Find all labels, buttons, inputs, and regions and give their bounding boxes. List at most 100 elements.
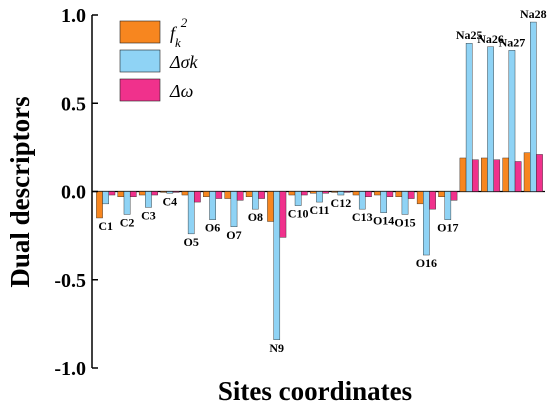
bar-dw-na25 — [472, 159, 479, 192]
site-label-o15: O15 — [394, 215, 415, 229]
bar-dw-c1 — [108, 191, 116, 196]
legend-label-fk2: fk2 — [170, 15, 188, 50]
bar-dw-o8 — [258, 191, 265, 199]
site-label-o17: O17 — [437, 221, 458, 235]
bar-dw-o5 — [194, 191, 201, 203]
bar-dw-c13 — [365, 191, 372, 198]
bar-fk2-o7 — [224, 191, 232, 199]
bar-dw-na27 — [514, 161, 522, 192]
bar-fk2-na26 — [481, 157, 488, 192]
y-tick-label: 0.0 — [61, 182, 86, 204]
bar-dsk-c10 — [294, 191, 302, 206]
y-tick-label: 1.0 — [61, 5, 86, 27]
site-label-o16: O16 — [416, 256, 437, 270]
legend-swatch-dw — [119, 78, 161, 102]
bar-dsk-c12 — [337, 191, 345, 196]
bar-dsk-n9 — [273, 191, 281, 340]
legend-swatch-fk2 — [119, 20, 161, 44]
bar-fk2-o8 — [245, 191, 253, 198]
legend-swatch-dsk — [119, 49, 161, 73]
bar-fk2-c3 — [138, 191, 146, 196]
bar-dw-o17 — [450, 191, 458, 201]
bar-fk2-c1 — [96, 191, 103, 219]
bar-dsk-o16 — [423, 191, 430, 256]
bar-dw-c3 — [151, 191, 158, 196]
bar-fk2-na28 — [523, 152, 531, 192]
site-label-c4: C4 — [162, 194, 177, 208]
bar-dsk-o14 — [380, 191, 387, 213]
site-label-c2: C2 — [120, 215, 135, 229]
bar-dsk-o7 — [230, 191, 238, 227]
bar-dsk-c1 — [102, 191, 109, 205]
bar-dw-o15 — [407, 191, 415, 199]
bar-dsk-c4 — [166, 191, 174, 194]
site-label-na26: Na26 — [477, 32, 504, 46]
site-label-o6: O6 — [205, 221, 220, 235]
bar-dsk-c3 — [145, 191, 152, 208]
bar-dsk-c11 — [316, 191, 323, 203]
bar-dsk-o15 — [401, 191, 409, 215]
y-tick-label: 0.5 — [61, 93, 86, 115]
site-label-o8: O8 — [248, 210, 263, 224]
bar-dw-o16 — [429, 191, 436, 210]
y-tick-label: -1.0 — [54, 358, 86, 380]
site-label-c13: C13 — [352, 210, 373, 224]
bar-fk2-c2 — [117, 191, 125, 198]
site-label-o7: O7 — [226, 228, 241, 242]
bar-dw-c12 — [343, 191, 351, 193]
bar-dw-o6 — [215, 191, 223, 199]
bar-dsk-na27 — [508, 50, 516, 192]
bar-fk2-o16 — [416, 191, 424, 205]
bar-fk2-o15 — [395, 191, 403, 198]
bar-fk2-c12 — [331, 191, 338, 193]
bar-dw-na28 — [536, 154, 543, 192]
bar-dw-o14 — [386, 191, 394, 198]
y-tick-label: -0.5 — [54, 270, 86, 292]
site-label-na25: Na25 — [456, 28, 483, 42]
bar-fk2-o5 — [181, 191, 189, 196]
site-label-n9: N9 — [269, 341, 284, 355]
bar-fk2-c13 — [352, 191, 360, 196]
site-label-c10: C10 — [288, 207, 309, 221]
bar-dsk-o5 — [187, 191, 195, 235]
bar-fk2-o6 — [203, 191, 210, 198]
bar-fk2-c4 — [160, 191, 167, 193]
site-label-c1: C1 — [98, 219, 113, 233]
legend-label-dw: Δω — [169, 81, 193, 101]
bar-fk2-na27 — [502, 157, 510, 192]
bar-fk2-c10 — [288, 191, 296, 196]
bar-dsk-o6 — [209, 191, 216, 220]
bar-dsk-na25 — [465, 43, 473, 192]
bar-dsk-na28 — [530, 21, 537, 192]
y-axis-title: Dual descriptors — [5, 96, 35, 287]
bar-fk2-c11 — [310, 191, 317, 194]
bar-dsk-c13 — [358, 191, 366, 210]
site-label-c3: C3 — [141, 208, 156, 222]
legend: fk2 Δσk Δω — [119, 15, 198, 102]
bar-dsk-c2 — [123, 191, 131, 215]
bar-fk2-na25 — [459, 157, 467, 192]
x-axis-title: Sites coordinates — [218, 376, 412, 406]
bar-fk2-n9 — [267, 191, 274, 222]
bar-dw-n9 — [279, 191, 287, 238]
site-label-o5: O5 — [184, 235, 199, 249]
bar-fk2-o14 — [374, 191, 381, 196]
site-label-c12: C12 — [331, 196, 352, 210]
site-label-o14: O14 — [373, 214, 394, 228]
bar-dsk-o8 — [252, 191, 259, 210]
legend-label-dsk: Δσk — [169, 52, 198, 72]
bar-dw-c11 — [322, 191, 330, 194]
site-label-c11: C11 — [309, 203, 329, 217]
site-label-na27: Na27 — [499, 35, 526, 49]
bar-dw-c10 — [301, 191, 308, 196]
y-axis-ticks: 1.0 0.5 0.0 -0.5 -1.0 — [54, 5, 98, 380]
bar-dsk-na26 — [487, 46, 494, 192]
bar-fk2-o17 — [438, 191, 445, 198]
bar-dw-o7 — [236, 191, 244, 201]
bar-dw-c4 — [172, 191, 180, 193]
bar-dw-c2 — [129, 191, 137, 198]
bar-dsk-o17 — [444, 191, 452, 220]
bar-dw-na26 — [493, 159, 501, 192]
